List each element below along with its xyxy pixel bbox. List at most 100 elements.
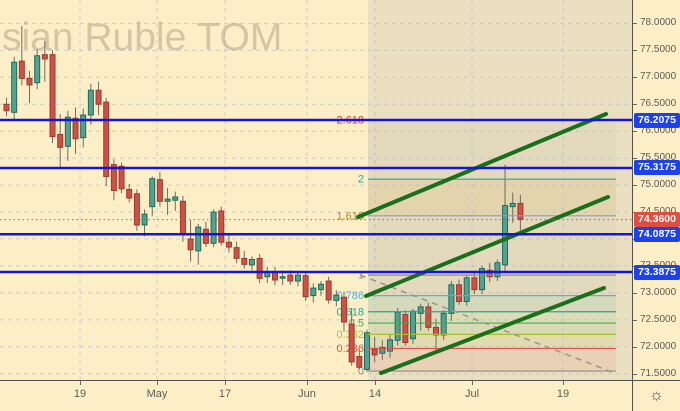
price-tick-label: 71.5000 <box>640 367 677 379</box>
time-tick-label: May <box>146 388 168 400</box>
candle-body-down <box>126 188 133 199</box>
candle-body-down <box>371 348 378 356</box>
candle-body-down <box>72 117 79 140</box>
candle-body-down <box>287 274 294 282</box>
time-tickmark <box>375 381 376 385</box>
candle-body-up <box>279 276 286 279</box>
price-tickmark <box>633 185 637 187</box>
candle-body-up <box>80 114 87 139</box>
price-level-badge: 74.0875 <box>634 226 680 242</box>
candle-body-up <box>87 89 94 116</box>
candle-body-down <box>348 323 355 363</box>
candle-body-down <box>202 228 209 244</box>
candle-body-up <box>64 116 71 147</box>
axis-corner: ☼ <box>633 381 680 411</box>
candle-body-down <box>425 306 432 328</box>
fib-level-label: 0.618 <box>336 306 364 318</box>
candle-body-down <box>156 179 163 202</box>
candle-body-down <box>471 277 478 291</box>
time-tick-label: Jul <box>464 388 480 400</box>
candle-body-down <box>241 257 248 265</box>
candle-body-down <box>340 296 347 323</box>
candle-body-down <box>49 54 56 138</box>
candle-body-up <box>387 339 393 352</box>
sun-icon[interactable]: ☼ <box>649 387 664 404</box>
candle-body-up <box>11 61 18 113</box>
candle-body-down <box>133 193 140 226</box>
price-tick-label: 77.5000 <box>640 44 677 56</box>
candle-body-up <box>210 211 217 244</box>
candle-body-down <box>517 202 524 221</box>
candle-body-down <box>187 238 194 251</box>
candle-body-down <box>218 210 225 243</box>
fib-band-fill <box>368 311 616 324</box>
price-axis[interactable]: 78.0000 77.5000 77.0000 76.5000 76.0000 75.50… <box>632 0 680 411</box>
price-tick-label: 76.0000 <box>640 125 677 137</box>
price-tickmark <box>633 131 637 133</box>
time-tickmark <box>80 381 81 385</box>
candle-body-up <box>317 283 324 291</box>
price-tickmark <box>633 104 637 106</box>
current-price-badge: 74.3600 <box>634 212 680 228</box>
price-tick-label: 74.5000 <box>640 206 680 218</box>
candle-body-down <box>41 54 48 60</box>
candle-body-down <box>118 165 125 190</box>
time-tick-label: 17 <box>218 388 232 400</box>
fib-band-fill <box>368 334 616 349</box>
time-tickmark <box>307 381 308 385</box>
candle-body-down <box>302 275 309 298</box>
candle-body-down <box>18 60 25 79</box>
candle-body-up <box>164 198 171 202</box>
candle-body-up <box>310 287 317 297</box>
price-chart-plot[interactable]: sian Ruble TOM00.2360.3820.50.6180.78611… <box>0 0 632 380</box>
candle-body-up <box>363 332 370 370</box>
green-trendline[interactable] <box>379 286 606 375</box>
candle-body-down <box>486 269 493 278</box>
time-tick-label: 14 <box>368 388 382 400</box>
fib-band-fill <box>368 275 616 296</box>
time-tick-label: Jun <box>298 388 316 400</box>
candle-body-up <box>494 262 501 278</box>
price-tickmark <box>633 50 637 52</box>
dashed-trendline[interactable] <box>359 274 613 373</box>
candle-body-down <box>3 103 10 112</box>
price-tick-label: 77.0000 <box>640 71 677 83</box>
time-tickmark <box>225 381 226 385</box>
candle-body-up <box>248 258 255 266</box>
candle-body-down <box>179 200 186 236</box>
price-tickmark <box>633 319 637 321</box>
candle-body-up <box>149 178 156 208</box>
time-tickmark <box>472 381 473 385</box>
price-tick-label: 75.0000 <box>640 179 677 191</box>
time-tickmark <box>157 381 158 385</box>
symbol-watermark: sian Ruble TOM <box>2 16 282 59</box>
time-tickmark <box>563 381 564 385</box>
fib-level-label: 0 <box>358 366 364 378</box>
price-tick-label: 78.0000 <box>640 17 677 29</box>
candle-body-up <box>448 284 455 314</box>
price-tick-label: 75.5000 <box>640 152 677 164</box>
candle-body-down <box>233 247 240 259</box>
candle-body-down <box>256 257 263 279</box>
time-tick-label: 19 <box>73 388 87 400</box>
candle-body-down <box>402 313 409 343</box>
fib-level-label: 0.786 <box>336 290 364 302</box>
candle-body-down <box>225 241 232 248</box>
candle-body-down <box>57 133 64 148</box>
price-tickmark <box>633 23 637 25</box>
candle-body-up <box>333 294 340 301</box>
price-tickmark <box>633 292 637 294</box>
green-trendline[interactable] <box>364 195 610 298</box>
fib-level-label: 2 <box>358 174 364 186</box>
candle-body-down <box>356 356 363 368</box>
candle-body-up <box>509 202 516 208</box>
candle-body-down <box>271 271 278 281</box>
time-axis[interactable]: 19 May 17 Jun 14 Jul 19 <box>0 380 680 411</box>
candle-body-up <box>440 312 447 336</box>
candle-body-down <box>26 77 33 86</box>
price-tick-label: 76.5000 <box>640 98 677 110</box>
price-tickmark <box>633 346 637 348</box>
green-trendline[interactable] <box>356 112 608 219</box>
price-level-badge: 75.3175 <box>634 160 680 176</box>
price-tick-label: 72.5000 <box>640 313 677 325</box>
